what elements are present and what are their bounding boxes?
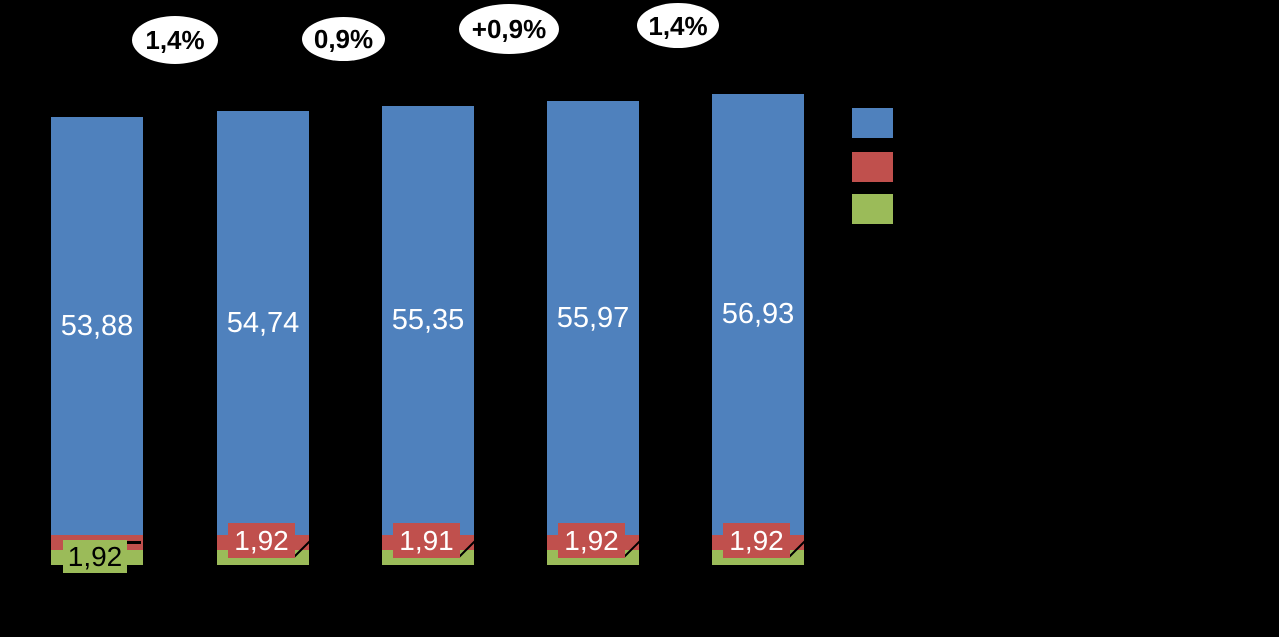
blue-value-label: 56,93 [721, 298, 795, 330]
legend-swatch-red [852, 152, 893, 182]
bar-segment-blue [382, 106, 474, 535]
bottom-value-callout: 1,92 [63, 540, 127, 573]
blue-value-label: 54,74 [226, 306, 300, 339]
growth-badge-4: 1,4% [637, 3, 719, 48]
growth-badge-2: 0,9% [302, 17, 385, 61]
blue-value-label: 55,35 [391, 304, 465, 336]
bottom-value-callout: 1,92 [558, 523, 625, 558]
bottom-value-callout: 1,92 [228, 523, 295, 558]
growth-badge-3: +0,9% [459, 4, 559, 54]
bar-segment-blue [547, 101, 639, 535]
legend-swatch-green [852, 194, 893, 224]
callout-leader-line [127, 541, 141, 544]
blue-value-label: 55,97 [556, 301, 630, 334]
bar-segment-blue [51, 117, 143, 535]
legend-swatch-blue [852, 108, 893, 138]
blue-value-label: 53,88 [60, 309, 134, 342]
bar-segment-blue [217, 111, 309, 535]
growth-badge-1: 1,4% [132, 16, 218, 64]
bottom-value-callout: 1,92 [723, 523, 790, 558]
bottom-value-callout: 1,91 [393, 523, 460, 558]
bar-segment-blue [712, 94, 804, 535]
